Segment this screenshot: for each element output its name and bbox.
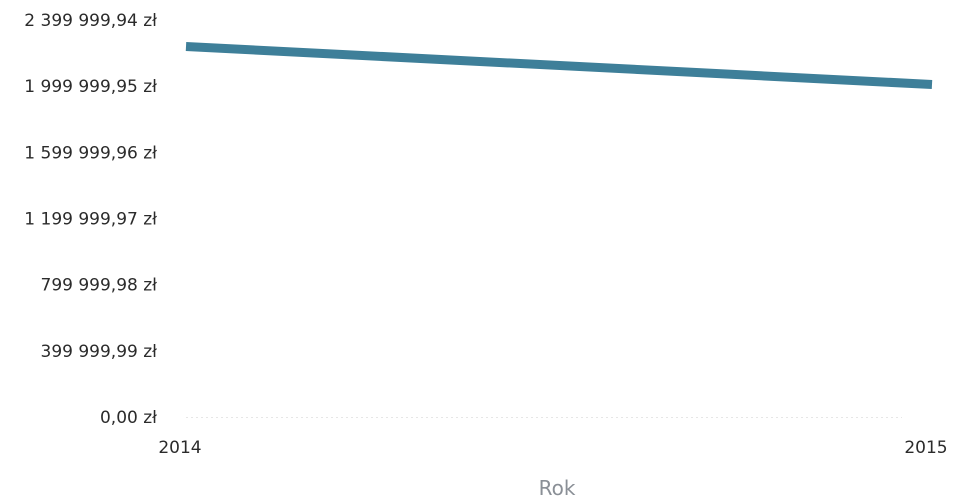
y-tick-label: 399 999,99 zł bbox=[41, 342, 158, 362]
y-tick-label: 1 999 999,95 zł bbox=[24, 77, 157, 97]
y-tick-label: 2 399 999,94 zł bbox=[24, 11, 157, 31]
series-line bbox=[186, 47, 932, 85]
series-lines bbox=[186, 47, 932, 85]
y-tick-label: 1 199 999,97 zł bbox=[24, 210, 157, 230]
x-axis-title: Rok bbox=[539, 476, 576, 500]
y-tick-label: 0,00 zł bbox=[100, 408, 157, 428]
y-tick-label: 799 999,98 zł bbox=[41, 276, 158, 296]
x-tick-label: 2014 bbox=[158, 438, 201, 458]
y-tick-label: 1 599 999,96 zł bbox=[24, 143, 157, 163]
x-axis-tick-labels: 2014 2015 bbox=[158, 438, 947, 458]
x-tick-label: 2015 bbox=[904, 438, 947, 458]
y-axis-tick-labels: 0,00 zł 399 999,99 zł 799 999,98 zł 1 199 9… bbox=[24, 11, 157, 428]
